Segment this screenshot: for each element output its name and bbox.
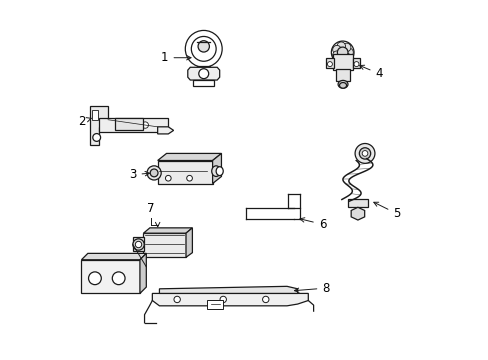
Circle shape: [336, 42, 345, 50]
Circle shape: [133, 239, 144, 250]
Polygon shape: [185, 228, 192, 257]
Polygon shape: [99, 118, 168, 132]
Text: 3: 3: [129, 168, 149, 181]
Ellipse shape: [150, 169, 158, 177]
Text: 6: 6: [300, 218, 325, 231]
Circle shape: [336, 54, 345, 63]
Polygon shape: [81, 253, 146, 260]
Polygon shape: [143, 228, 192, 233]
Ellipse shape: [339, 82, 346, 88]
Text: 8: 8: [294, 282, 329, 294]
Bar: [92, 110, 98, 120]
Bar: [157, 161, 212, 184]
Circle shape: [93, 134, 101, 141]
Bar: [335, 69, 350, 81]
Text: 5: 5: [373, 202, 400, 220]
Polygon shape: [187, 67, 219, 80]
Bar: [193, 80, 214, 86]
Circle shape: [342, 53, 350, 62]
Bar: [347, 199, 367, 207]
Circle shape: [88, 272, 101, 285]
Polygon shape: [159, 286, 297, 293]
Text: 7: 7: [146, 202, 154, 215]
Circle shape: [337, 47, 347, 58]
Bar: [325, 58, 333, 68]
Circle shape: [198, 41, 209, 52]
Circle shape: [165, 175, 171, 181]
Circle shape: [262, 296, 268, 303]
Circle shape: [220, 296, 226, 303]
Polygon shape: [90, 105, 108, 145]
Circle shape: [327, 62, 332, 67]
Bar: [197, 66, 210, 67]
Circle shape: [342, 43, 350, 52]
Polygon shape: [157, 127, 173, 134]
Bar: [207, 300, 223, 309]
Circle shape: [135, 241, 142, 248]
Circle shape: [332, 51, 341, 59]
Bar: [115, 118, 143, 130]
Polygon shape: [140, 253, 146, 293]
Polygon shape: [212, 153, 221, 184]
Ellipse shape: [147, 166, 161, 180]
Ellipse shape: [211, 166, 220, 176]
Bar: [81, 260, 140, 293]
Bar: [133, 238, 144, 251]
Ellipse shape: [129, 121, 136, 129]
Circle shape: [353, 62, 358, 67]
Circle shape: [186, 175, 192, 181]
Ellipse shape: [337, 80, 347, 88]
Text: 1: 1: [161, 51, 191, 64]
Bar: [352, 58, 360, 68]
Ellipse shape: [117, 121, 123, 129]
Circle shape: [198, 69, 208, 78]
Text: 2: 2: [78, 115, 91, 128]
Circle shape: [174, 296, 180, 303]
Polygon shape: [157, 153, 221, 161]
Bar: [143, 233, 185, 257]
Circle shape: [112, 272, 125, 285]
Circle shape: [354, 144, 374, 163]
Bar: [332, 54, 352, 70]
Text: 4: 4: [359, 65, 382, 80]
Ellipse shape: [216, 167, 223, 176]
Polygon shape: [152, 293, 307, 306]
Circle shape: [142, 122, 148, 128]
Circle shape: [359, 148, 370, 159]
Polygon shape: [350, 207, 364, 220]
Circle shape: [332, 45, 341, 54]
Circle shape: [344, 48, 353, 57]
Circle shape: [362, 150, 367, 156]
